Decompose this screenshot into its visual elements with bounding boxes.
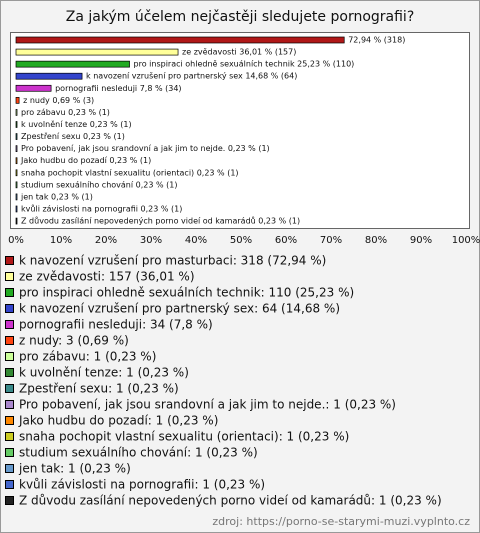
x-tick-label: 90% <box>410 235 432 246</box>
legend-swatch <box>5 464 14 473</box>
legend-label: studium sexuálního chování: 1 (0,23 %) <box>19 446 258 460</box>
legend-label: Z důvodu zasílání nepovedených porno vid… <box>19 494 442 508</box>
legend-swatch <box>5 352 14 361</box>
bar-label: Zpestření sexu 0,23 % (1) <box>21 132 125 141</box>
legend-swatch <box>5 336 14 345</box>
legend-label: Pro pobavení, jak jsou srandovní a jak j… <box>19 398 396 412</box>
legend-label: Jako hudbu do pozadí: 1 (0,23 %) <box>18 414 218 428</box>
bar <box>15 36 345 44</box>
chart-title: Za jakým účelem nejčastěji sledujete por… <box>66 9 415 25</box>
legend-label: snaha pochopit vlastní sexualitu (orient… <box>19 430 349 444</box>
x-tick-label: 10% <box>50 235 72 246</box>
x-tick-label: 40% <box>185 235 207 246</box>
bar-label: Jako hudbu do pozadí 0,23 % (1) <box>20 156 151 165</box>
bar <box>15 145 18 152</box>
bar <box>15 169 18 177</box>
bar-label: k uvolnění tenze 0,23 % (1) <box>21 120 132 129</box>
bar-label: pro inspiraci ohledně sexuálních technik… <box>134 60 355 69</box>
x-tick-label: 30% <box>140 235 162 246</box>
legend-label: pro zábavu: 1 (0,23 %) <box>19 350 156 364</box>
bar <box>15 60 130 68</box>
legend-label: z nudy: 3 (0,69 %) <box>19 334 129 348</box>
bar-label: kvůli závislosti na pornografii 0,23 % (… <box>21 203 182 213</box>
bar-label: Z důvodu zasílání nepovedených porno vid… <box>21 216 300 226</box>
legend-swatch <box>5 272 14 281</box>
legend-swatch <box>5 432 14 441</box>
bar <box>15 96 20 104</box>
legend-label: k uvolnění tenze: 1 (0,23 %) <box>19 366 189 380</box>
legend-swatch <box>5 480 14 489</box>
bar-label: k navození vzrušení pro partnerský sex 1… <box>86 71 297 81</box>
bar <box>15 193 18 201</box>
bar-label: studium sexuálního chování 0,23 % (1) <box>21 180 177 189</box>
x-tick-label: 70% <box>320 235 342 246</box>
legend-swatch <box>5 400 14 409</box>
bar <box>15 84 52 92</box>
legend-label: pornografii nesleduji: 34 (7,8 %) <box>19 318 213 332</box>
bar-label: pornografii nesleduji 7,8 % (34) <box>55 84 181 93</box>
bar <box>15 205 18 213</box>
bar-label: ze zvědavosti 36,01 % (157) <box>182 48 296 57</box>
bar <box>15 48 179 56</box>
legend-swatch <box>5 496 14 505</box>
bar <box>15 109 18 116</box>
bar <box>15 217 18 225</box>
legend-label: ze zvědavosti: 157 (36,01 %) <box>19 270 195 284</box>
bar <box>15 133 18 140</box>
legend-label: Zpestření sexu: 1 (0,23 %) <box>19 382 179 396</box>
bar <box>15 72 83 80</box>
legend-swatch <box>5 448 14 457</box>
legend-swatch <box>5 320 14 329</box>
bar <box>15 157 18 165</box>
legend-swatch <box>5 256 14 265</box>
source: zdroj: https://porno-se-starymi-muzi.vyp… <box>212 515 470 528</box>
bar-label: Pro pobavení, jak jsou srandovní a jak j… <box>21 144 270 153</box>
legend-swatch <box>5 384 14 393</box>
legend-label: jen tak: 1 (0,23 %) <box>18 462 131 476</box>
bar-label: pro zábavu 0,23 % (1) <box>21 108 110 117</box>
legend-swatch <box>5 304 14 313</box>
bar <box>15 181 18 189</box>
x-tick-label: 0% <box>8 235 24 246</box>
bar <box>15 121 18 128</box>
bar-label: jen tak 0,23 % (1) <box>20 192 93 201</box>
x-tick-label: 50% <box>230 235 252 246</box>
x-tick-label: 20% <box>95 235 117 246</box>
legend-swatch <box>5 416 14 425</box>
legend-label: k navození vzrušení pro partnerský sex: … <box>19 302 340 316</box>
legend-swatch <box>5 288 14 297</box>
bar-label: snaha pochopit vlastní sexualitu (orient… <box>21 168 239 177</box>
bar-label: z nudy 0,69 % (3) <box>23 96 94 105</box>
bar-label: 72,94 % (318) <box>348 36 405 45</box>
legend-label: k navození vzrušení pro masturbaci: 318 … <box>19 254 326 268</box>
legend-label: kvůli závislosti na pornografii: 1 (0,23… <box>19 478 265 492</box>
legend-label: pro inspiraci ohledně sexuálních technik… <box>19 286 354 300</box>
x-tick-label: 100% <box>452 235 480 246</box>
legend-swatch <box>5 368 14 377</box>
x-tick-label: 60% <box>275 235 297 246</box>
x-tick-label: 80% <box>365 235 387 246</box>
